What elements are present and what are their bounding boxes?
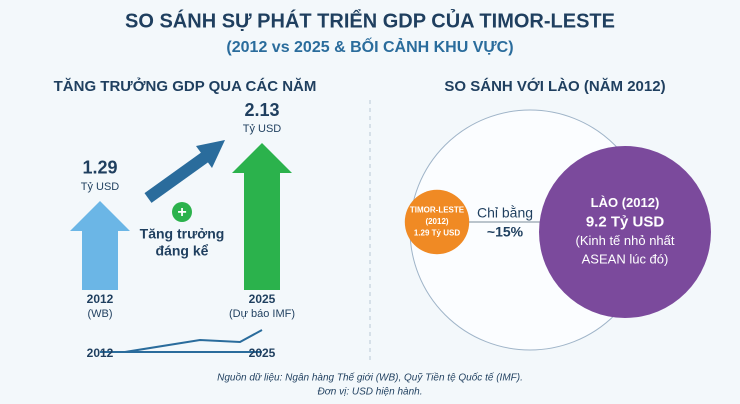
gdp-arrow (232, 143, 292, 290)
source-note: (Dự báo IMF) (229, 308, 295, 320)
gdp-circle (404, 189, 470, 255)
gdp-value: 2.13 (244, 100, 279, 120)
year: 2012 (87, 292, 114, 306)
section-title: TĂNG TRƯỞNG GDP QUA CÁC NĂM (54, 77, 317, 95)
circle-label: LÀO (2012) (591, 195, 660, 210)
gdp-unit: Tỷ USD (243, 123, 282, 135)
subtitle: (2012 vs 2025 & BỐI CẢNH KHU VỰC) (226, 36, 513, 56)
timeline-year: 2025 (249, 346, 276, 360)
year: 2025 (249, 292, 276, 306)
growth-arrow (144, 150, 212, 203)
circle-label: (Kinh tế nhỏ nhất (575, 233, 674, 248)
compare-value: ~15% (487, 224, 524, 240)
source-note: (WB) (87, 308, 112, 320)
compare-label: Chỉ bằng (477, 205, 533, 221)
gdp-circle (539, 146, 711, 318)
timeline-year: 2012 (87, 346, 114, 360)
timeline-trend (124, 329, 263, 353)
title: SO SÁNH SỰ PHÁT TRIỂN GDP CỦA TIMOR-LEST… (125, 8, 615, 32)
footer: Nguồn dữ liệu: Ngân hàng Thế giới (WB), … (217, 372, 523, 384)
circle-label: 1.29 Tỷ USD (414, 229, 460, 238)
gdp-value: 1.29 (82, 158, 117, 178)
gdp-arrow (70, 200, 130, 290)
plus: + (177, 204, 186, 221)
footer: Đơn vị: USD hiện hành. (318, 387, 423, 398)
growth-arrow-head (196, 140, 225, 168)
growth-label: đáng kể (156, 243, 209, 259)
section-title: SO SÁNH VỚI LÀO (NĂM 2012) (444, 77, 665, 95)
circle-label: ASEAN lúc đó) (582, 252, 669, 267)
circle-label: TIMOR-LESTE (410, 206, 465, 215)
gdp-unit: Tỷ USD (81, 181, 120, 193)
plus-icon (172, 202, 192, 222)
circle-label: 9.2 Tỷ USD (586, 214, 665, 231)
growth-label: Tăng trưởng (140, 226, 225, 242)
circle-label: (2012) (425, 217, 448, 226)
